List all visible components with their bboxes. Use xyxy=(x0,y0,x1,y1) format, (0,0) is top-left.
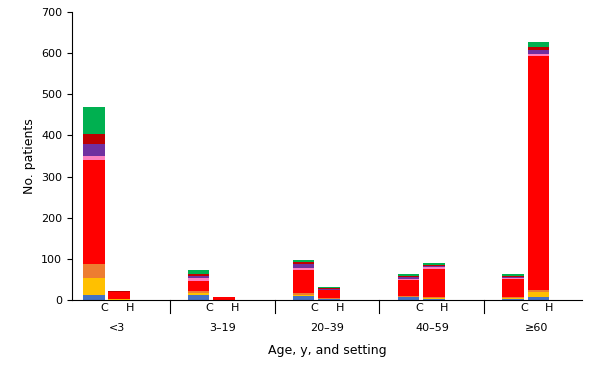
Bar xyxy=(423,265,445,266)
Bar xyxy=(83,107,104,134)
Bar xyxy=(398,279,419,280)
Bar xyxy=(108,292,130,300)
Text: 40–59: 40–59 xyxy=(415,323,449,333)
Bar xyxy=(423,269,445,297)
Bar xyxy=(423,299,445,300)
Bar xyxy=(188,293,209,295)
Bar xyxy=(188,295,209,300)
Bar xyxy=(398,297,419,300)
Bar xyxy=(293,293,314,295)
Bar xyxy=(502,298,524,299)
Bar xyxy=(188,281,209,291)
Bar xyxy=(83,144,104,156)
Bar xyxy=(293,295,314,296)
Bar xyxy=(528,47,550,50)
Bar xyxy=(83,264,104,278)
Text: 20–39: 20–39 xyxy=(310,323,344,333)
Bar xyxy=(83,156,104,161)
Bar xyxy=(318,287,340,288)
Bar xyxy=(83,278,104,295)
Bar xyxy=(318,290,340,298)
Bar xyxy=(293,296,314,300)
Bar xyxy=(423,297,445,298)
Bar xyxy=(83,134,104,144)
Bar xyxy=(83,295,104,300)
Bar xyxy=(318,289,340,290)
Bar xyxy=(398,274,419,276)
Bar xyxy=(528,42,550,47)
Bar xyxy=(293,270,314,293)
Bar xyxy=(398,280,419,296)
Bar xyxy=(398,277,419,279)
Bar xyxy=(188,270,209,274)
Bar xyxy=(213,296,235,297)
Bar xyxy=(398,296,419,297)
Bar xyxy=(318,299,340,300)
Bar xyxy=(423,263,445,265)
Bar xyxy=(528,297,550,300)
Bar xyxy=(83,161,104,264)
Text: Age, y, and setting: Age, y, and setting xyxy=(268,344,386,357)
Bar xyxy=(502,279,524,297)
Bar xyxy=(188,291,209,293)
Bar xyxy=(528,290,550,292)
Bar xyxy=(528,54,550,56)
Bar xyxy=(293,260,314,262)
Bar xyxy=(502,277,524,278)
Bar xyxy=(188,276,209,278)
Bar xyxy=(502,278,524,279)
Bar xyxy=(528,56,550,290)
Bar xyxy=(318,288,340,289)
Text: ≥60: ≥60 xyxy=(525,323,548,333)
Bar xyxy=(502,297,524,298)
Bar xyxy=(188,274,209,276)
Bar xyxy=(423,298,445,299)
Bar xyxy=(502,276,524,277)
Bar xyxy=(528,50,550,54)
Bar xyxy=(318,298,340,299)
Bar xyxy=(502,299,524,300)
Text: 3–19: 3–19 xyxy=(209,323,235,333)
Bar xyxy=(398,276,419,277)
Bar xyxy=(188,278,209,281)
Bar xyxy=(293,268,314,270)
Bar xyxy=(108,291,130,292)
Y-axis label: No. patients: No. patients xyxy=(23,118,35,194)
Bar xyxy=(423,266,445,267)
Text: <3: <3 xyxy=(109,323,125,333)
Bar xyxy=(502,274,524,276)
Bar xyxy=(293,264,314,268)
Bar xyxy=(528,292,550,297)
Bar xyxy=(293,262,314,264)
Bar xyxy=(213,297,235,300)
Bar xyxy=(423,267,445,269)
